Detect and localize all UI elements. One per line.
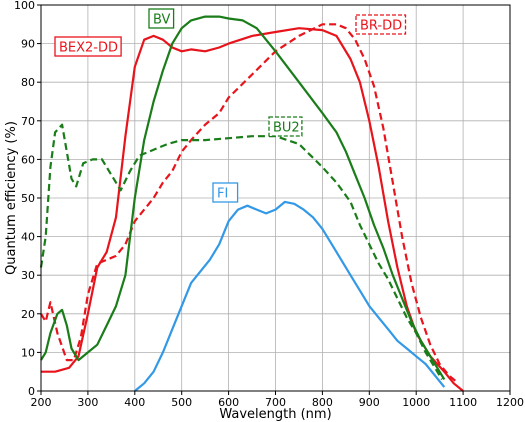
- y-tick-label-0: 0: [28, 385, 35, 398]
- curve-label-text-fi: FI: [217, 187, 228, 202]
- x-tick-label-6: 800: [312, 396, 333, 409]
- series-line-bex2-dd: [41, 27, 464, 392]
- series-line-bu2: [39, 123, 443, 380]
- curve-label-text-br-dd: BR-DD: [360, 19, 402, 34]
- x-tick-label-3: 500: [171, 396, 192, 409]
- curve-label-box-bu2: [268, 116, 303, 137]
- x-tick-label-7: 900: [359, 396, 380, 409]
- y-tick-label-10: 100: [14, 0, 35, 12]
- y-tick-label-1: 10: [21, 346, 35, 359]
- x-tick-label-9: 1100: [449, 396, 477, 409]
- curve-label-text-bu2: BU2: [273, 121, 300, 136]
- x-tick-label-4: 600: [218, 396, 239, 409]
- y-tick-label-2: 20: [21, 308, 35, 321]
- x-tick-label-1: 300: [77, 396, 98, 409]
- curve-label-box-bv: [148, 8, 175, 29]
- y-axis-title: Quantum efficiency (%): [4, 121, 19, 275]
- y-tick-label-6: 60: [21, 153, 35, 166]
- curve-label-text-bex2-dd: BEX2-DD: [59, 41, 118, 56]
- y-tick-label-8: 80: [21, 76, 35, 89]
- curve-label-box-fi: [212, 182, 239, 203]
- x-tick-label-8: 1000: [402, 396, 430, 409]
- series-line-fi: [134, 200, 446, 392]
- x-tick-label-5: 700: [265, 396, 286, 409]
- y-axis-ticks: 0 10 20 30 40 50 60 70 80 90 100: [14, 0, 41, 398]
- y-tick-label-3: 30: [21, 269, 35, 282]
- curve-label-text-bv: BV: [153, 13, 171, 28]
- curve-label-box-br-dd: [355, 14, 407, 35]
- y-tick-label-5: 50: [21, 192, 35, 205]
- curve-label-box-bex2-dd: [54, 36, 122, 57]
- x-axis-title: Wavelength (nm): [219, 407, 331, 422]
- y-tick-label-7: 70: [21, 115, 35, 128]
- curve-label-bv: BV: [148, 8, 175, 29]
- x-axis-ticks: 200 300 400 500 600 700 800 900 1000 1100 1200: [31, 391, 524, 409]
- curve-label-fi: FI: [212, 182, 239, 203]
- y-tick-label-4: 40: [21, 231, 35, 244]
- curve-label-br-dd: BR-DD: [355, 14, 407, 35]
- curves: [39, 15, 464, 392]
- x-tick-label-2: 400: [124, 396, 145, 409]
- x-tick-label-10: 1200: [496, 396, 524, 409]
- y-tick-label-9: 90: [21, 38, 35, 51]
- series-line-bv: [40, 15, 446, 380]
- grid: [40, 4, 511, 392]
- curve-label-bu2: BU2: [268, 116, 303, 137]
- x-tick-label-0: 200: [31, 396, 52, 409]
- curve-label-bex2-dd: BEX2-DD: [54, 36, 122, 57]
- curve-labels: BEX2-DD BR-DD BV BU2 FI: [54, 8, 407, 203]
